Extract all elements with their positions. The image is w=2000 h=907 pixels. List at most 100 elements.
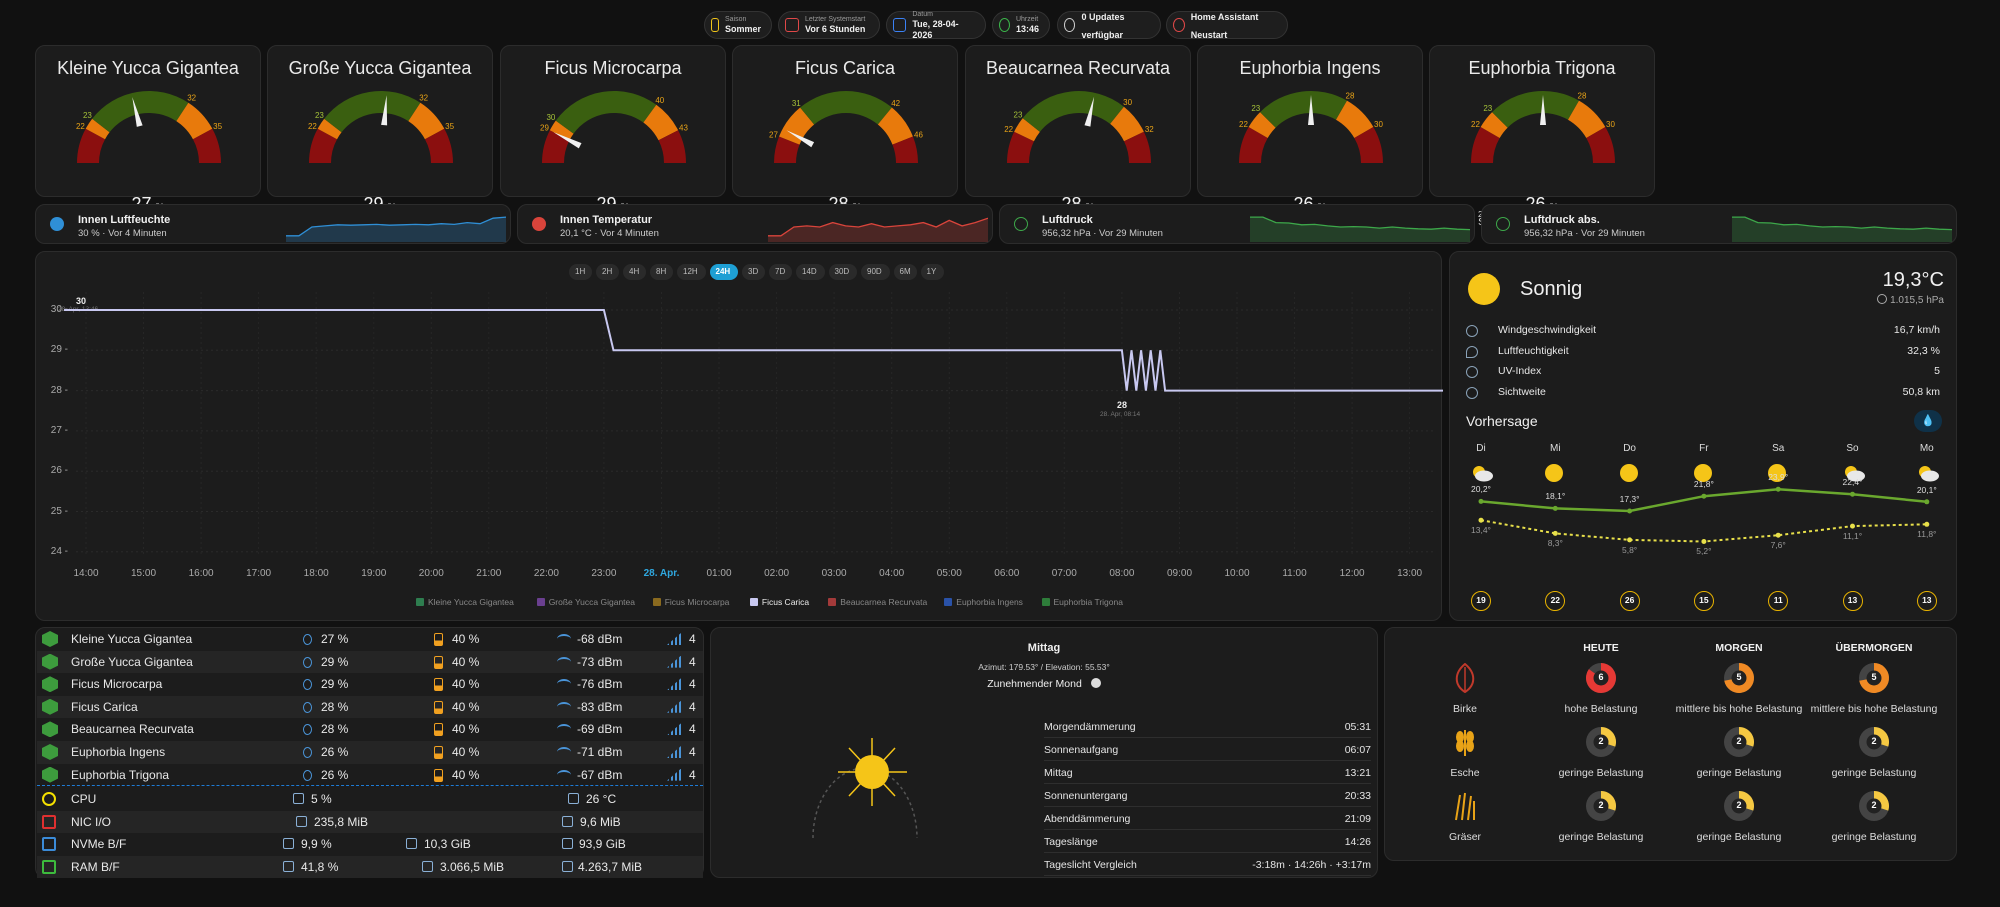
range-button-6m[interactable]: 6M (893, 264, 917, 280)
forecast-max: 20,1° (1916, 485, 1937, 495)
device-row[interactable]: Ficus Carica 28 % 40 % -83 dBm 4 (37, 695, 703, 719)
device-row[interactable]: Euphorbia Ingens 26 % 40 % -71 dBm 4 (37, 741, 703, 764)
weather-row: Sichtweite 50,8 km (1466, 386, 1940, 404)
moisture-icon (303, 747, 312, 758)
system-value-1: 235,8 MiB (314, 814, 369, 829)
gauge-title: Kleine Yucca Gigantea (57, 58, 239, 78)
device-row[interactable]: Euphorbia Trigona 26 % 40 % -67 dBm 4 (37, 764, 703, 787)
sensor-name: Innen Luftfeuchte (78, 214, 171, 226)
series-line-ficus-carica (64, 309, 1443, 392)
plant-gauge-card[interactable]: Ficus Microcarpa2930404329%2646Sommer LC… (500, 45, 726, 228)
plant-sensor-icon (42, 744, 58, 760)
range-button-4h[interactable]: 4H (623, 264, 646, 280)
weather-row-value: 32,3 % (1907, 344, 1940, 357)
gauge-title: Große Yucca Gigantea (288, 58, 472, 78)
signal-bars-icon (667, 700, 681, 713)
system-row[interactable]: NVMe B/F 9,9 % 10,3 GiB 93,9 GiB (37, 833, 703, 856)
legend-swatch (536, 598, 545, 606)
pollen-level-text: geringe Belastung (1696, 767, 1782, 779)
chip-label: Uhrzeit (1015, 16, 1039, 23)
system-row[interactable]: NIC I/O 235,8 MiB 9,6 MiB (37, 810, 703, 834)
pollen-level-number: 2 (1736, 736, 1742, 746)
plant-gauge-card[interactable]: Ficus Carica2731424628%2449Sommer LC50 T… (732, 45, 958, 228)
sensor-card[interactable]: Innen Luftfeuchte 30 % · Vor 4 Minuten (35, 204, 511, 244)
range-button-8h[interactable]: 8H (650, 264, 673, 280)
device-name: Euphorbia Trigona (71, 767, 170, 782)
device-row[interactable]: Große Yucca Gigantea 29 % 40 % -73 dBm 4 (37, 650, 703, 674)
plant-gauge-card[interactable]: Euphorbia Ingens2223283026%2032Sommer LC… (1197, 45, 1423, 228)
status-chip-4[interactable]: 0 Updates verfügbar (1057, 11, 1161, 40)
status-chip-2[interactable]: Datum Tue, 28-04-2026 (886, 11, 986, 40)
system-row[interactable]: CPU 5 % 26 °C (37, 788, 703, 811)
forecast-min-point (1478, 517, 1484, 523)
svg-text:30: 30 (1606, 120, 1615, 129)
sun-row-value: -3:18m · 14:26h · +3:17m (1252, 859, 1371, 871)
system-value-2: 9,6 MiB (580, 814, 621, 829)
legend-swatch (828, 598, 837, 606)
status-chip-3[interactable]: Uhrzeit 13:46 (992, 11, 1050, 39)
sensor-card[interactable]: Luftdruck abs. 956,32 hPa · Vor 29 Minute… (1481, 204, 1957, 244)
pollen-level-number: 6 (1598, 672, 1604, 682)
range-button-1h[interactable]: 1H (569, 264, 592, 280)
legend-item[interactable]: Euphorbia Ingens (944, 597, 1023, 607)
range-button-12h[interactable]: 12H (677, 264, 706, 280)
weather-card: Sonnig 19,3°C 1.015,5 hPa Windgeschwindi… (1449, 251, 1957, 621)
legend-label: Ficus Microcarpa (664, 597, 730, 607)
device-links: 4 (689, 654, 696, 669)
x-tick-label: 23:00 (591, 568, 617, 579)
legend-item[interactable]: Ficus Microcarpa (652, 597, 730, 607)
plant-gauge-card[interactable]: Beaucarnea Recurvata2223303228%2034Somme… (965, 45, 1191, 228)
range-button-90d[interactable]: 90D (861, 264, 890, 280)
pollen-name: Gräser (1448, 831, 1482, 843)
sun-row-value: 06:07 (1344, 744, 1371, 756)
legend-item[interactable]: Kleine Yucca Gigantea (416, 597, 514, 607)
device-row[interactable]: Beaucarnea Recurvata 28 % 40 % -69 dBm 4 (37, 718, 703, 741)
history-line-chart[interactable] (36, 252, 1443, 622)
legend-item[interactable]: Große Yucca Gigantea (536, 597, 635, 607)
forecast-min-point (1627, 537, 1633, 543)
forecast-min-point (1850, 523, 1855, 529)
pollen-level-text: mittlere bis hohe Belastung (1810, 703, 1938, 715)
x-tick-label: 20:00 (418, 568, 444, 579)
legend-swatch (652, 598, 661, 606)
weather-row: UV-Index 5 (1466, 365, 1940, 383)
range-button-2h[interactable]: 2H (596, 264, 619, 280)
range-button-7d[interactable]: 7D (769, 264, 792, 280)
x-tick-label: 13:00 (1397, 568, 1423, 579)
svg-text:32: 32 (419, 94, 428, 103)
svg-text:43: 43 (679, 124, 688, 133)
status-chip-0[interactable]: Saison Sommer (704, 11, 772, 39)
forecast-toggle-button[interactable]: 💧 (1914, 410, 1942, 432)
status-chip-5[interactable]: Home Assistant Neustart (1166, 11, 1288, 40)
sensor-card[interactable]: Luftdruck 956,32 hPa · Vor 29 Minuten (999, 204, 1475, 244)
device-name: Ficus Microcarpa (71, 677, 163, 692)
system-icon (293, 793, 304, 804)
system-row[interactable]: RAM B/F 41,8 % 3.066,5 MiB 4.263,7 MiB (37, 855, 703, 879)
plant-gauge-card[interactable]: Große Yucca Gigantea2223323529%1938Somme… (267, 45, 493, 228)
sun-icon (1693, 464, 1712, 482)
device-battery: 40 % (452, 632, 480, 646)
range-button-14d[interactable]: 14D (796, 264, 825, 280)
system-value-1: 5 % (311, 792, 332, 806)
legend-item[interactable]: Ficus Carica (749, 597, 809, 607)
status-chip-1[interactable]: Letzter Systemstart Vor 6 Stunden (778, 11, 880, 39)
range-button-24h[interactable]: 24H (709, 264, 738, 280)
device-links: 4 (689, 677, 696, 692)
plant-gauge-card[interactable]: Euphorbia Trigona2223283026%2032Sommer L… (1429, 45, 1655, 228)
device-row[interactable]: Ficus Microcarpa 29 % 40 % -76 dBm 4 (37, 673, 703, 696)
forecast-max: 20,2° (1471, 484, 1491, 494)
sun-icon (1768, 464, 1787, 482)
range-button-3d[interactable]: 3D (742, 264, 765, 280)
legend-item[interactable]: Euphorbia Trigona (1041, 597, 1123, 607)
range-button-1y[interactable]: 1Y (920, 264, 944, 280)
wind-direction-icon: 13 (1916, 591, 1937, 611)
range-button-30d[interactable]: 30D (828, 264, 857, 280)
device-table-card: Kleine Yucca Gigantea 27 % 40 % -68 dBm 4 Gro… (35, 627, 704, 879)
forecast-min: 5,2° (1696, 546, 1712, 556)
legend-item[interactable]: Beaucarnea Recurvata (828, 597, 927, 607)
sensor-card[interactable]: Innen Temperatur 20,1 °C · Vor 4 Minuten (517, 204, 993, 244)
system-value-2: 26 °C (586, 792, 617, 806)
device-row[interactable]: Kleine Yucca Gigantea 27 % 40 % -68 dBm 4 (37, 628, 703, 651)
plant-gauge-card[interactable]: Kleine Yucca Gigantea2223323527%1938Somm… (35, 45, 261, 228)
